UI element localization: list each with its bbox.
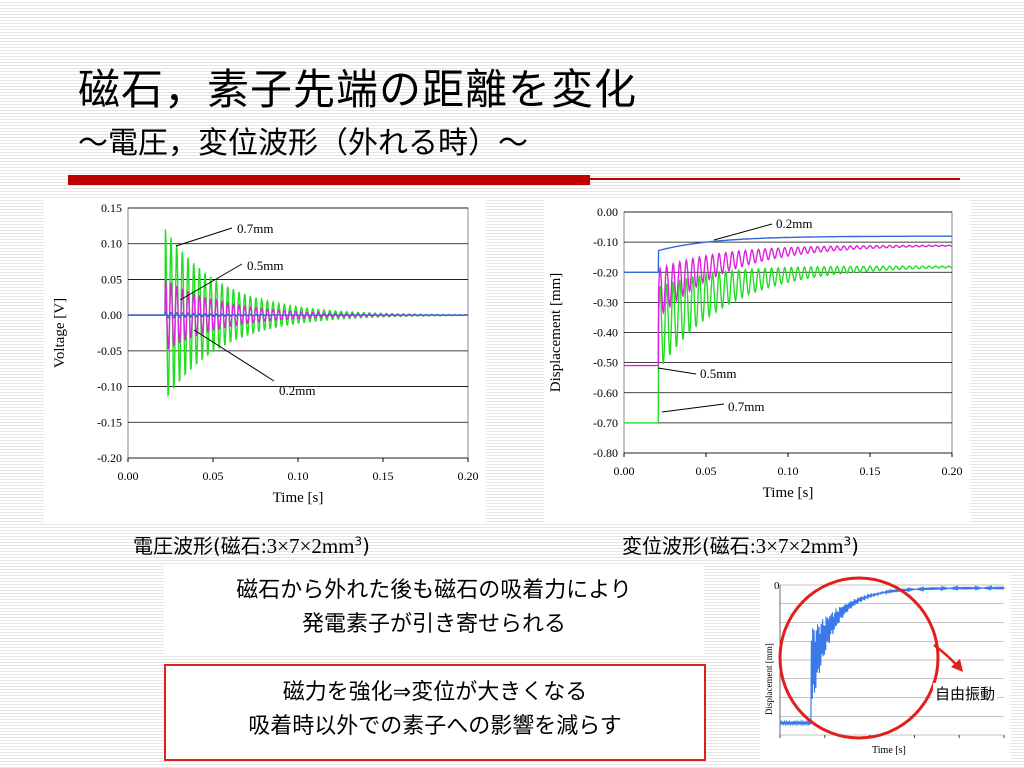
inset-background [760,575,1010,760]
displacement-caption-prefix: 変位波形(磁石 [622,534,750,558]
inset-xlabel: Time [s] [872,745,906,756]
series-line [624,265,953,424]
title-underline-bar [68,175,590,185]
y-axis-label: Displacement [mm] [548,273,564,393]
y-tick-label: -0.20 [97,451,122,465]
annotation-leader [661,403,725,413]
x-tick-label: 0.15 [373,469,394,483]
annotation-leader [713,223,773,241]
displacement-caption-sup: 3 [843,534,852,549]
series-line [624,244,953,367]
highlight-arrowhead [951,659,963,672]
conclusion-line-2: 吸着時以外での素子への影響を減らす [248,714,622,739]
annotation-leader [193,329,275,382]
y-tick-label: 0.05 [101,272,122,286]
y-tick-label: -0.05 [97,344,122,358]
annotation-leader [179,263,243,301]
inset-ylabel: Displacement [mm] [764,643,774,715]
x-tick-label: 0.20 [942,464,963,478]
annotation-label: 0.5mm [247,258,283,273]
displacement-chart: 0.00 -0.10 -0.20 -0.30 -0.40 -0.50 -0.60 -0.70 -… [548,205,963,501]
y-tick-label: -0.10 [593,235,618,249]
x-tick-label: 0.05 [203,469,224,483]
inset-y-tick: 0 [774,580,780,592]
y-tick-label: -0.40 [593,326,618,340]
inset-trace [779,584,1005,727]
displacement-caption-dims: :3×7×2mm [749,534,844,558]
y-tick-label: -0.60 [593,386,618,400]
x-tick-label: 0.10 [778,464,799,478]
series-line [624,235,952,273]
voltage-chart: 0.15 0.10 0.05 0.00 -0.05 -0.10 -0.15 -0.20 0.00… [52,201,479,506]
voltage-caption-suffix: ) [362,534,370,558]
y-tick-label: -0.10 [97,380,122,394]
displacement-caption: 変位波形(磁石:3×7×2mm3) [622,530,859,559]
annotation-leader [657,367,697,375]
free-vibration-label: 自由振動 [933,683,998,704]
annotation-label: 0.2mm [279,383,315,398]
annotation-leader [175,227,233,247]
x-axis-label: Time [s] [273,490,324,506]
y-tick-label: 0.00 [597,205,618,219]
displacement-chart-panel: 0.00 -0.10 -0.20 -0.30 -0.40 -0.50 -0.60 -0.70 -… [544,198,970,522]
y-tick-label: -0.80 [593,446,618,460]
annotation-label: 0.7mm [237,221,273,236]
conclusion-line-1: 磁力を強化⇒変位が大きくなる [282,680,588,705]
x-tick-label: 0.10 [288,469,309,483]
y-tick-label: -0.70 [593,416,618,430]
y-tick-label: -0.20 [593,265,618,279]
x-tick-label: 0.00 [614,464,635,478]
explanation-line-2: 発電素子が引き寄せられる [301,612,566,637]
title-underline-thin [590,178,960,180]
x-axis-label: Time [s] [763,485,814,501]
x-tick-label: 0.20 [458,469,479,483]
y-tick-label: -0.15 [97,415,122,429]
voltage-caption-prefix: 電圧波形(磁石 [133,534,261,558]
slide-subtitle: ～電圧，変位波形（外れる時）～ [78,126,528,161]
conclusion-box: 磁力を強化⇒変位が大きくなる 吸着時以外での素子への影響を減らす [164,664,706,761]
highlight-circle [778,576,940,740]
voltage-chart-panel: 0.15 0.10 0.05 0.00 -0.05 -0.10 -0.15 -0.20 0.00… [44,198,486,522]
y-axis-label: Voltage [V] [52,298,68,368]
y-tick-label: -0.30 [593,295,618,309]
explanation-line-1: 磁石から外れた後も磁石の吸着力により [236,578,632,603]
explanation-box: 磁石から外れた後も磁石の吸着力により 発電素子が引き寄せられる [164,564,704,654]
series-line [128,311,469,319]
voltage-caption: 電圧波形(磁石:3×7×2mm3) [133,530,370,559]
x-tick-label: 0.00 [118,469,139,483]
voltage-caption-sup: 3 [354,534,363,549]
annotation-label: 0.7mm [728,399,764,414]
x-tick-label: 0.05 [696,464,717,478]
x-tick-label: 0.15 [860,464,881,478]
slide-title: 磁石，素子先端の距離を変化 [78,65,638,114]
y-tick-label: -0.50 [593,356,618,370]
voltage-caption-dims: :3×7×2mm [260,534,355,558]
y-tick-label: 0.10 [101,237,122,251]
y-tick-label: 0.15 [101,201,122,215]
y-tick-label: 0.00 [101,308,122,322]
annotation-label: 0.5mm [700,366,736,381]
displacement-caption-suffix: ) [851,534,859,558]
inset-chart: 0 Displacement [mm] Time [s] [760,575,1010,760]
annotation-label: 0.2mm [776,216,812,231]
